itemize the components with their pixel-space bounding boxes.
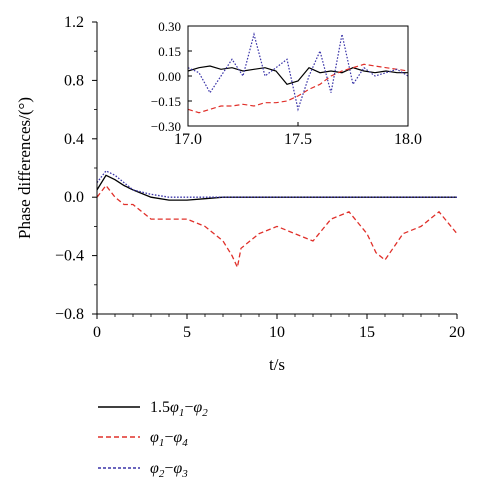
legend-subscript: 3 xyxy=(181,468,188,480)
main-y-tick-label: −0.4 xyxy=(55,248,84,265)
legend-text-part: φ xyxy=(170,399,179,416)
main-x-tick-label: 0 xyxy=(93,324,101,341)
legend-text-part: φ xyxy=(150,460,159,477)
main-y-tick-label: 0.0 xyxy=(64,189,84,206)
inset-y-tick-label: −0.30 xyxy=(151,119,181,134)
legend-text-part: φ xyxy=(173,460,182,477)
inset-y-tick-label: 0.30 xyxy=(158,19,181,34)
legend-text-part: − xyxy=(164,460,173,477)
legend-subscript: 4 xyxy=(182,437,188,449)
legend-text-part: φ xyxy=(193,399,202,416)
inset-series-line-3 xyxy=(187,31,409,112)
main-x-tick-label: 20 xyxy=(449,324,465,341)
main-y-tick-label: 1.2 xyxy=(64,14,84,31)
main-x-tick-label: 10 xyxy=(269,324,285,341)
legend-subscript: 2 xyxy=(159,468,165,480)
legend-text-part: − xyxy=(184,399,193,416)
inset-y-tick-label: −0.15 xyxy=(151,94,181,109)
main-y-tick-label: −0.8 xyxy=(55,306,84,323)
inset-x-tick-label: 17.5 xyxy=(284,131,312,148)
main-x-tick-label: 15 xyxy=(359,324,375,341)
legend-label-3: φ2−φ3 xyxy=(150,460,188,480)
inset-series-line-2 xyxy=(187,63,409,114)
legend-subscript: 1 xyxy=(159,437,165,449)
main-x-axis-title: t/s xyxy=(269,355,285,374)
inset-series-line-1 xyxy=(187,65,408,85)
legend-text-part: − xyxy=(164,429,173,446)
main-x-tick-label: 5 xyxy=(183,324,191,341)
main-series-line-2 xyxy=(96,184,458,270)
inset-plot: 17.0 17.5 18.0 −0.30 −0.15 0.00 0.15 0.30 xyxy=(151,19,422,148)
legend-subscript: 2 xyxy=(202,407,208,419)
inset-x-tick-label: 17.0 xyxy=(174,131,202,148)
legend-text-part: φ xyxy=(173,429,182,446)
main-plot: 0 5 10 15 20 −0.8 −0.4 0.0 0.4 0.8 1.2 t/s Phase dif… xyxy=(15,14,465,374)
main-y-axis-title: Phase differences/(°) xyxy=(15,97,34,239)
legend-subscript: 1 xyxy=(179,407,185,419)
legend-text-part: 1.5 xyxy=(150,399,170,416)
legend-label-1: 1.5φ1−φ2 xyxy=(150,399,208,419)
main-series-line-1 xyxy=(96,174,457,201)
inset-y-tick-label: 0.00 xyxy=(158,69,181,84)
legend-text-part: φ xyxy=(150,429,159,446)
inset-y-tick-label: 0.15 xyxy=(158,44,181,59)
main-series-line-3 xyxy=(96,170,457,198)
main-y-tick-label: 0.8 xyxy=(64,72,84,89)
inset-x-tick-label: 18.0 xyxy=(394,131,422,148)
main-y-tick-label: 0.4 xyxy=(64,131,84,148)
legend-label-2: φ1−φ4 xyxy=(150,429,188,449)
